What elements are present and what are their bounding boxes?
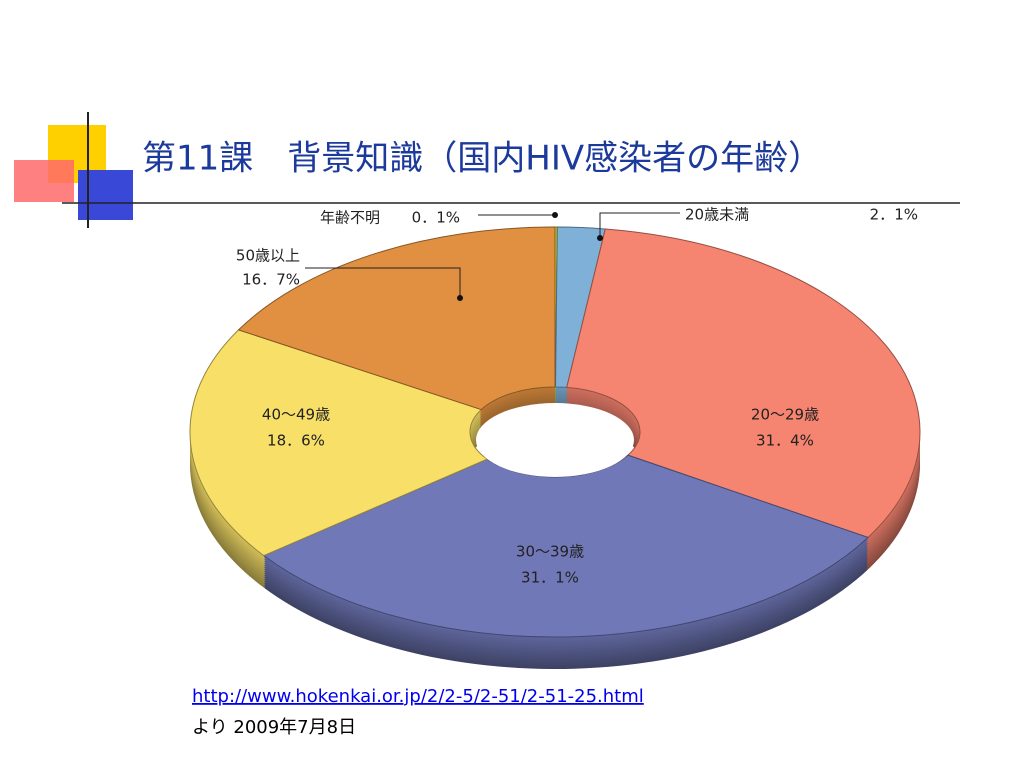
slice <box>237 226 556 411</box>
value-label: 2．1% <box>870 206 918 224</box>
leader-line <box>305 267 461 298</box>
source-note: より 2009年7月8日 <box>192 717 356 738</box>
value-label: 18．6% <box>267 432 325 450</box>
value-label: 31．1% <box>521 569 579 587</box>
donut-chart: 年齢不明 0．1% 20歳未満 2．1% 20～29歳 31．4% 30～39歳 31．1% 4… <box>189 206 921 669</box>
deco-square <box>14 160 74 202</box>
slice-label: 年齢不明 <box>320 209 380 227</box>
slice-label: 20～29歳 <box>751 406 819 424</box>
slice <box>566 228 921 539</box>
source-link[interactable]: http://www.hokenkai.or.jp/2/2-5/2-51/2-5… <box>192 686 644 707</box>
deco-square <box>78 170 133 220</box>
slice <box>189 329 489 557</box>
value-label: 16．7% <box>242 271 300 289</box>
donut-hole <box>476 403 634 477</box>
slice-label: 20歳未満 <box>685 206 749 224</box>
slice-label: 30～39歳 <box>516 543 584 561</box>
slice-label: 40～49歳 <box>262 406 330 424</box>
slide-title: 第11課 背景知識（国内HIV感染者の年齢） <box>142 139 822 179</box>
leader-dot <box>457 295 463 301</box>
leader-line <box>599 212 680 238</box>
slice-label: 50歳以上 <box>236 247 300 265</box>
source-url[interactable]: http://www.hokenkai.or.jp/2/2-5/2-51/2-5… <box>192 686 644 707</box>
value-label: 0．1% <box>412 209 460 227</box>
leader-dot <box>597 235 603 241</box>
value-label: 31．4% <box>756 432 814 450</box>
leader-dot <box>552 212 558 218</box>
